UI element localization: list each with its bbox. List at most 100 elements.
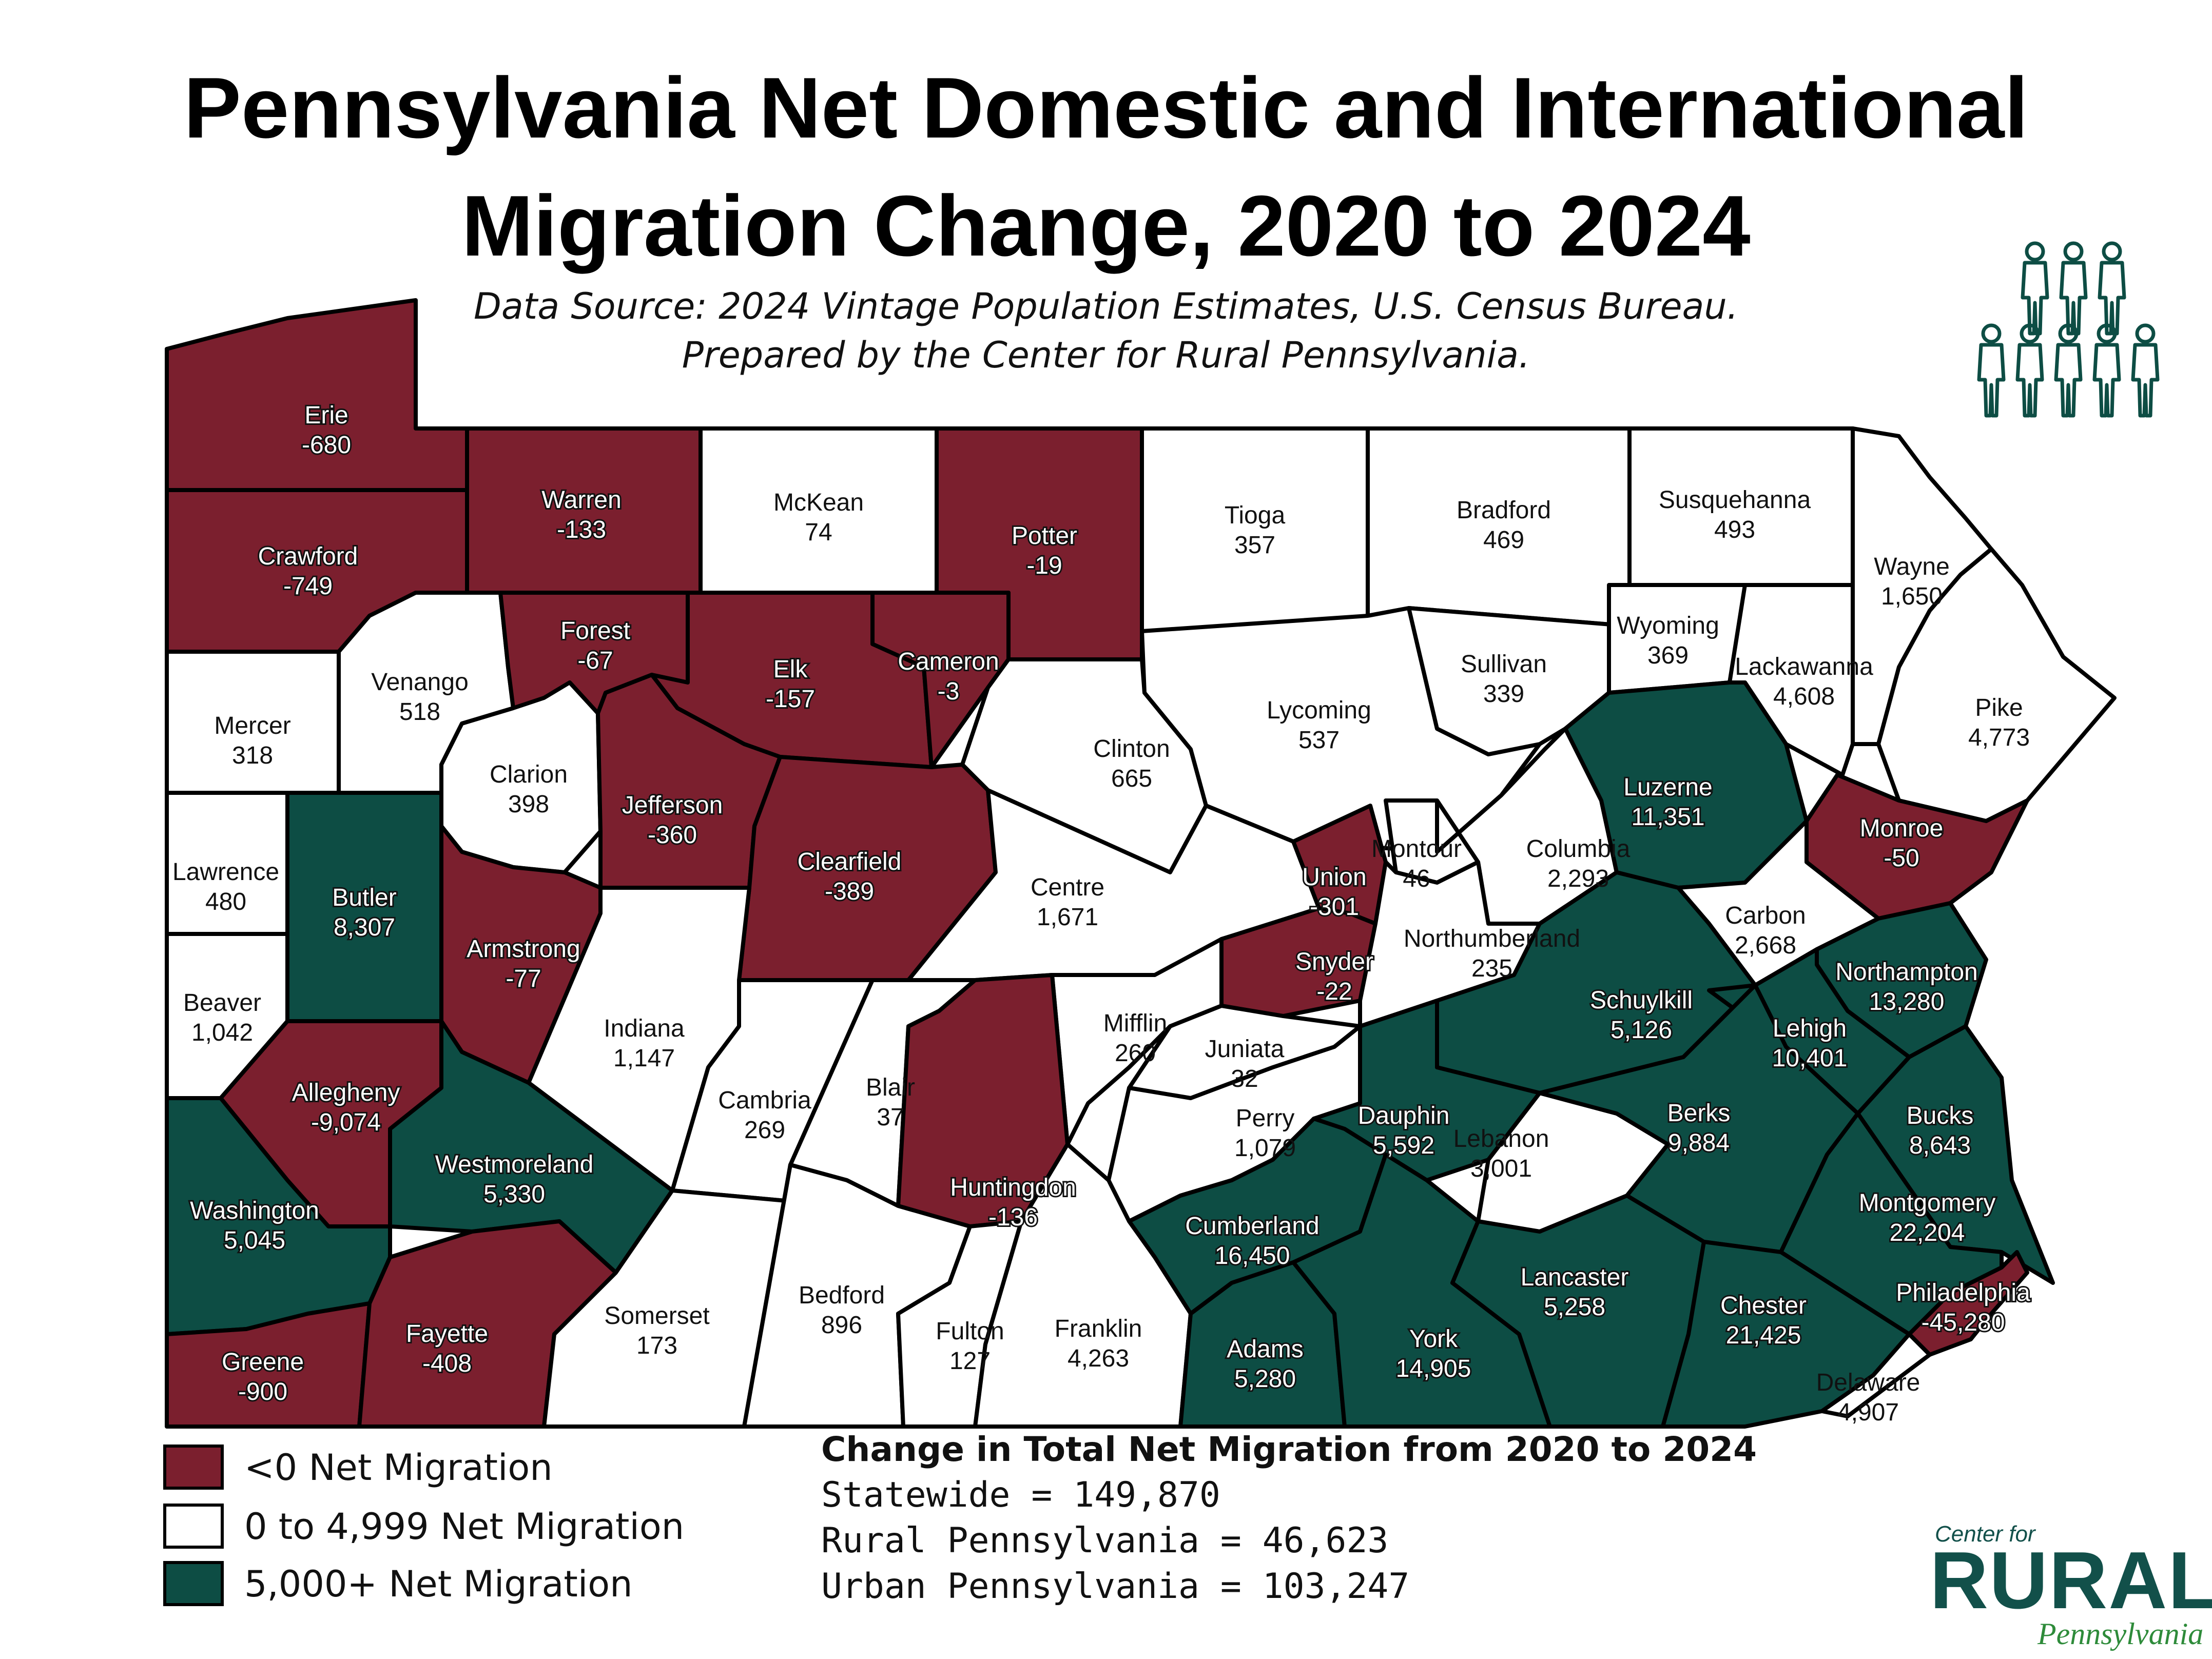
county-value-centre: 1,671 <box>1037 904 1098 931</box>
county-value-luzerne: 11,351 <box>1631 804 1704 831</box>
county-name-berks: Berks <box>1667 1100 1731 1127</box>
county-value-pike: 4,773 <box>1968 724 2030 751</box>
county-name-fayette: Fayette <box>406 1320 488 1348</box>
county-value-mifflin: 260 <box>1115 1040 1156 1067</box>
legend-swatch-high <box>163 1561 224 1606</box>
county-name-mercer: Mercer <box>214 712 290 739</box>
county-value-susquehanna: 493 <box>1714 516 1755 543</box>
county-name-mifflin: Mifflin <box>1103 1010 1167 1037</box>
county-tioga <box>1140 426 1370 633</box>
county-name-dauphin: Dauphin <box>1358 1102 1450 1129</box>
data-source-note: Data Source: 2024 Vintage Population Est… <box>0 282 2212 380</box>
county-name-carbon: Carbon <box>1725 902 1806 929</box>
county-value-lancaster: 5,258 <box>1544 1294 1605 1321</box>
title-line-2: Migration Change, 2020 to 2024 <box>461 178 1751 274</box>
county-name-tioga: Tioga <box>1225 502 1286 529</box>
county-value-franklin: 4,263 <box>1068 1345 1129 1372</box>
county-value-elk: -157 <box>766 686 815 713</box>
county-name-franklin: Franklin <box>1055 1315 1142 1342</box>
county-name-wayne: Wayne <box>1874 553 1950 580</box>
county-value-tioga: 357 <box>1234 532 1275 559</box>
totals-heading: Change in Total Net Migration from 2020 … <box>821 1430 1757 1469</box>
person-figure <box>2059 241 2088 336</box>
county-value-bedford: 896 <box>821 1312 862 1339</box>
county-value-potter: -19 <box>1026 552 1062 579</box>
county-name-northampton: Northampton <box>1835 959 1977 986</box>
county-value-allegheny: -9,074 <box>311 1109 381 1136</box>
legend-label-high: 5,000+ Net Migration <box>244 1563 633 1605</box>
county-value-clinton: 665 <box>1111 765 1152 792</box>
county-value-beaver: 1,042 <box>191 1019 253 1046</box>
county-name-chester: Chester <box>1720 1292 1807 1319</box>
logo-center-for: Center for <box>1935 1521 2035 1547</box>
county-value-adams: 5,280 <box>1234 1365 1296 1393</box>
county-value-crawford: -749 <box>283 573 333 600</box>
county-name-lehigh: Lehigh <box>1773 1015 1847 1042</box>
county-name-snyder: Snyder <box>1295 948 1373 975</box>
person-figure <box>2015 323 2044 418</box>
person-figure <box>2021 241 2049 336</box>
county-value-lawrence: 480 <box>205 888 246 915</box>
county-value-cambria: 269 <box>744 1117 785 1144</box>
county-name-fulton: Fulton <box>936 1318 1004 1345</box>
county-value-york: 14,905 <box>1396 1355 1471 1382</box>
county-value-lebanon: 3,001 <box>1470 1155 1532 1182</box>
county-value-carbon: 2,668 <box>1735 932 1796 959</box>
county-value-lackawanna: 4,608 <box>1773 683 1835 710</box>
county-value-union: -301 <box>1310 893 1359 921</box>
county-value-philadelphia: -45,280 <box>1922 1309 2005 1336</box>
logo-pennsylvania: Pennsylvania <box>2038 1617 2204 1651</box>
county-name-erie: Erie <box>304 402 348 429</box>
map-title: Pennsylvania Net Domestic and Internatio… <box>0 49 2212 285</box>
county-value-bucks: 8,643 <box>1909 1132 1971 1159</box>
person-figure <box>2098 241 2126 336</box>
county-name-mckean: McKean <box>773 489 864 516</box>
county-value-berks: 9,884 <box>1668 1129 1730 1157</box>
county-value-erie: -680 <box>302 432 351 459</box>
county-name-armstrong: Armstrong <box>467 935 580 963</box>
legend-label-negative: <0 Net Migration <box>244 1447 553 1489</box>
center-for-rural-pa-logo: Center for RURAL Pennsylvania <box>1919 1516 2212 1651</box>
county-value-lehigh: 10,401 <box>1772 1045 1848 1072</box>
county-value-snyder: -22 <box>1316 978 1352 1005</box>
county-name-bedford: Bedford <box>799 1282 885 1309</box>
logo-rural: RURAL <box>1930 1535 2212 1626</box>
county-value-dauphin: 5,592 <box>1373 1132 1434 1159</box>
county-name-bradford: Bradford <box>1457 497 1551 524</box>
county-cameron <box>870 591 1011 769</box>
county-shapes <box>165 298 2117 1429</box>
county-name-elk: Elk <box>773 656 808 683</box>
county-name-juniata: Juniata <box>1205 1036 1285 1063</box>
county-value-columbia: 2,293 <box>1547 865 1609 892</box>
person-figure <box>2092 323 2121 418</box>
county-name-pike: Pike <box>1975 694 2023 721</box>
county-value-fayette: -408 <box>422 1350 472 1377</box>
county-name-sullivan: Sullivan <box>1461 651 1547 678</box>
county-name-philadelphia: Philadelphia <box>1896 1279 2030 1306</box>
county-name-forest: Forest <box>560 617 630 645</box>
county-value-washington: 5,045 <box>224 1227 285 1254</box>
county-value-chester: 21,425 <box>1726 1322 1801 1349</box>
county-name-washington: Washington <box>190 1197 319 1224</box>
source-line-1: Data Source: 2024 Vintage Population Est… <box>473 285 1739 327</box>
county-value-juniata: 32 <box>1231 1065 1258 1092</box>
county-name-susquehanna: Susquehanna <box>1659 486 1811 514</box>
county-labels: Erie -680 Crawford -749 Warren-133 McKean 74 Po… <box>172 400 2032 1426</box>
legend-swatch-negative <box>163 1445 224 1490</box>
legend-swatch-low <box>163 1504 224 1549</box>
county-value-cameron: -3 <box>938 678 960 705</box>
county-value-bradford: 469 <box>1483 526 1524 554</box>
county-value-armstrong: -77 <box>506 965 541 992</box>
county-value-fulton: 127 <box>949 1348 991 1375</box>
county-name-huntingdon: Huntingdon <box>950 1174 1076 1201</box>
county-value-indiana: 1,147 <box>613 1045 675 1072</box>
migration-totals: Change in Total Net Migration from 2020 … <box>821 1427 1757 1609</box>
county-name-luzerne: Luzerne <box>1623 774 1712 801</box>
county-value-wayne: 1,650 <box>1881 583 1943 610</box>
county-value-lycoming: 537 <box>1298 727 1340 754</box>
legend-label-low: 0 to 4,999 Net Migration <box>244 1506 685 1548</box>
county-name-beaver: Beaver <box>183 989 261 1017</box>
county-northumberland <box>1358 860 1542 1028</box>
county-value-monroe: -50 <box>1884 845 1919 872</box>
county-value-forest: -67 <box>577 647 613 674</box>
